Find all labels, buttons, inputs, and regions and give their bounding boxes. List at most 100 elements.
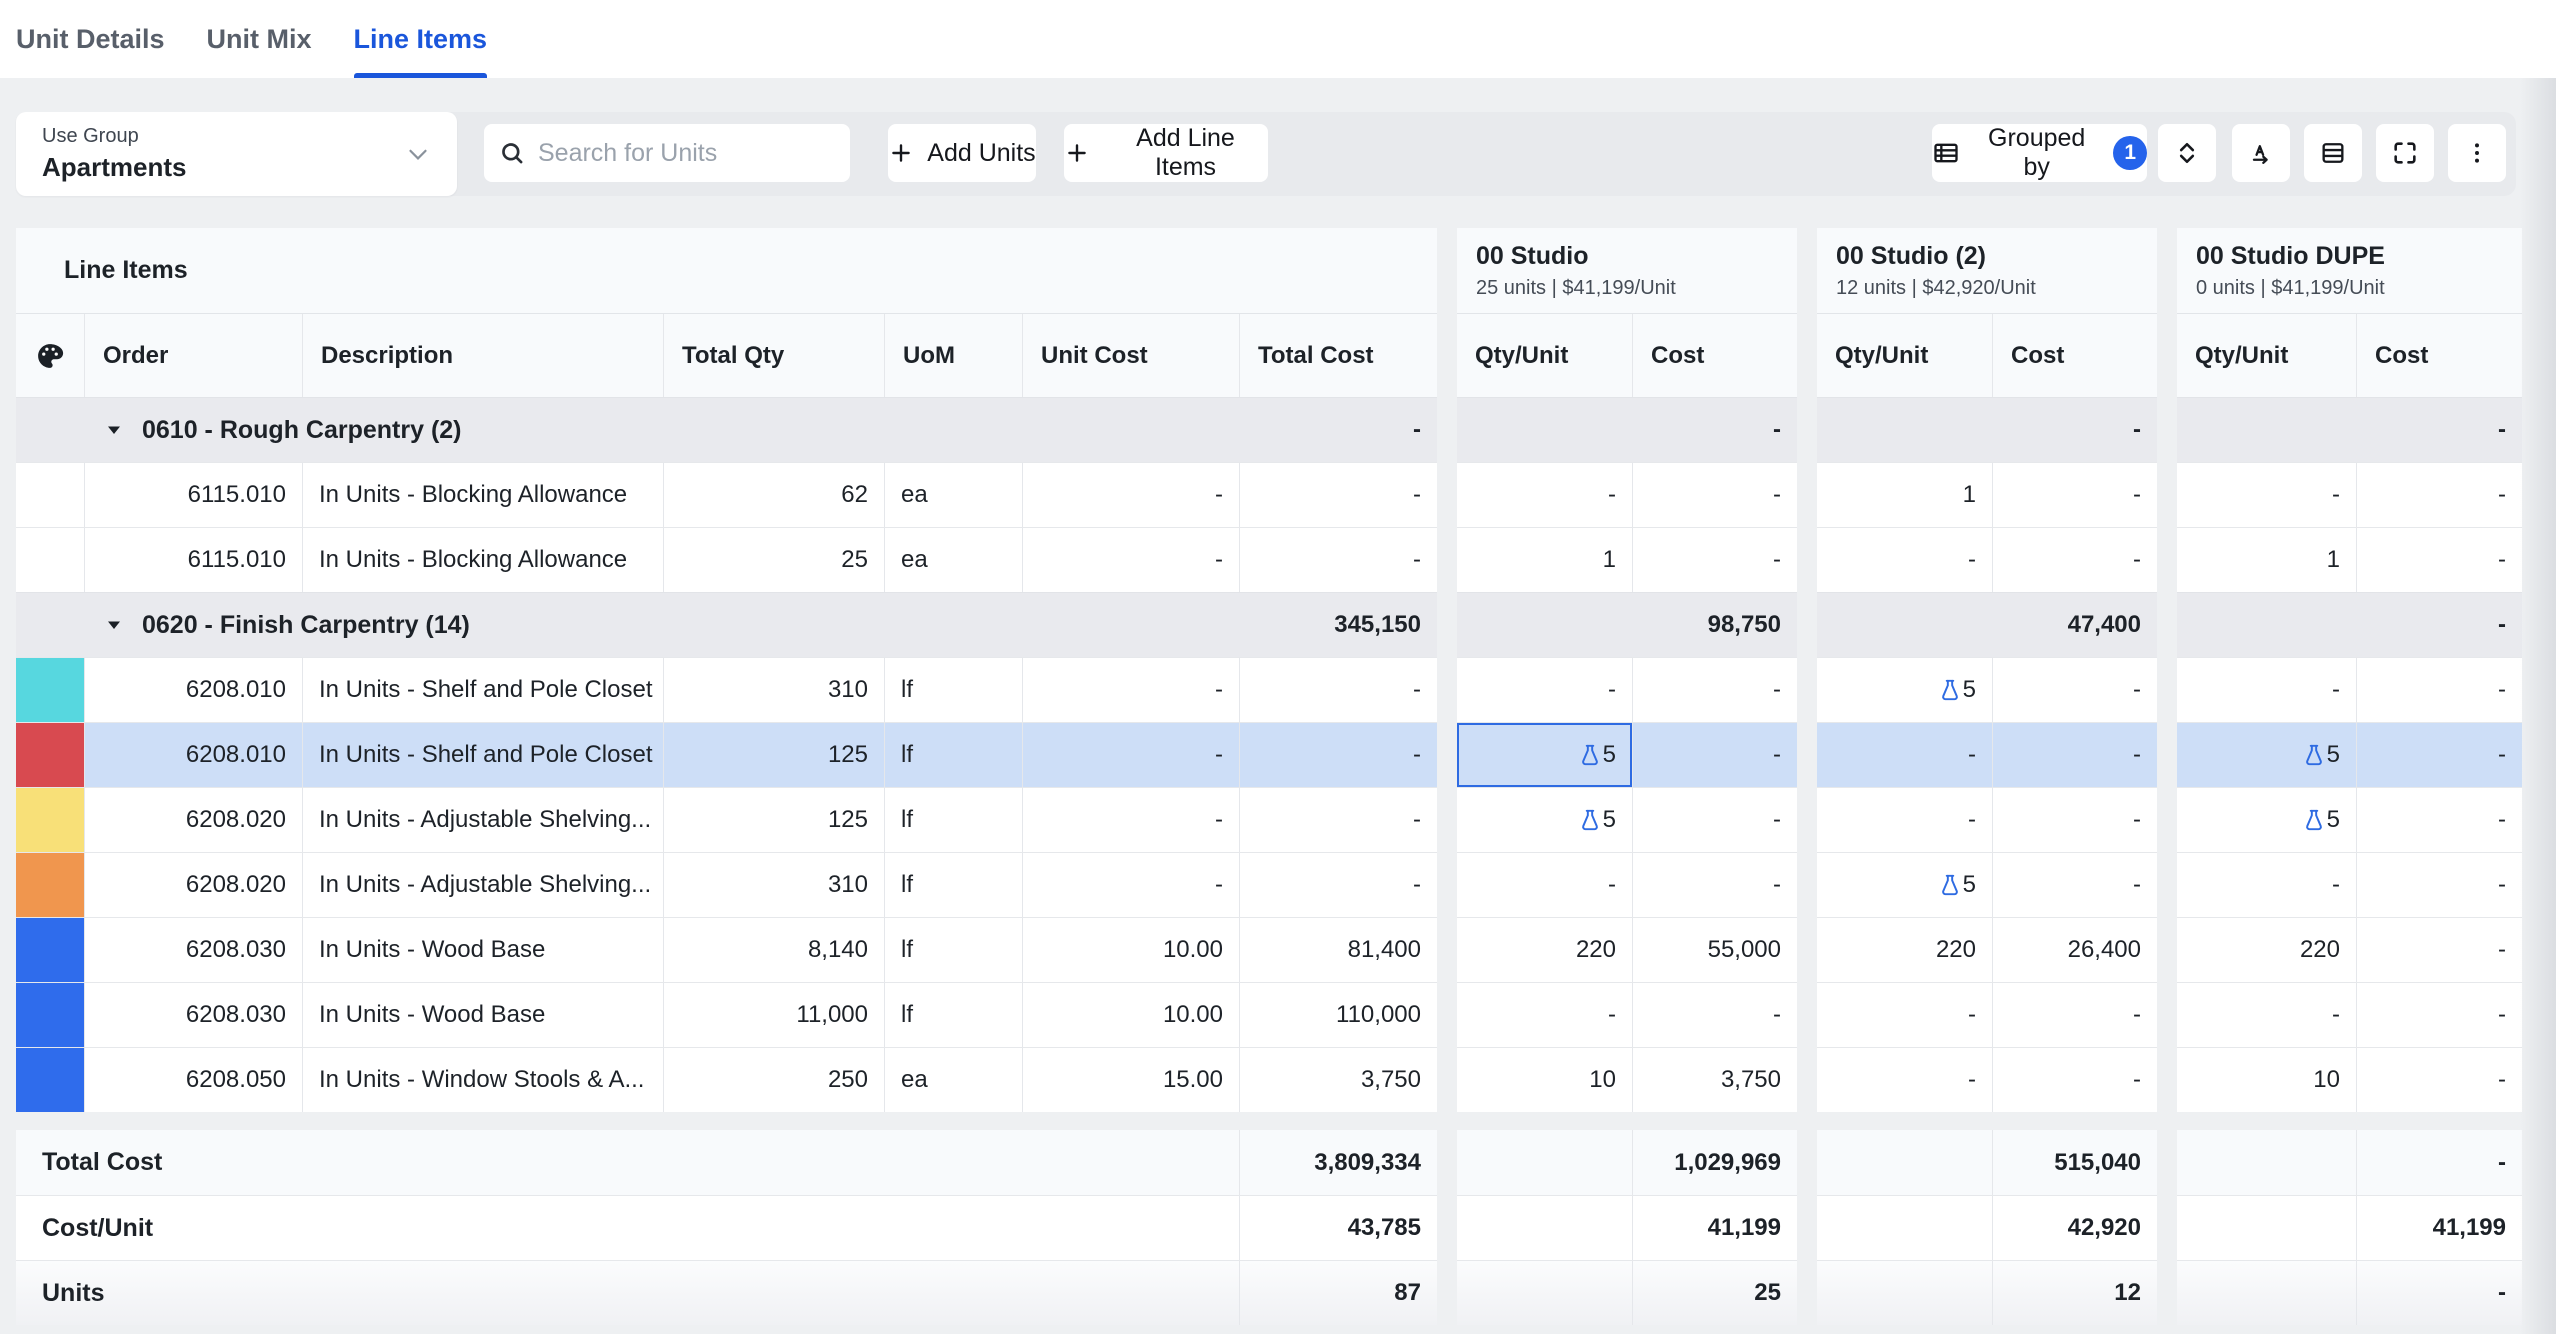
cell-cost[interactable]: - <box>2356 1048 2522 1112</box>
cell-qty-per-unit[interactable]: 220 <box>1457 918 1632 982</box>
column-header-qty-unit[interactable]: Qty/Unit <box>1817 314 1992 397</box>
cell-description[interactable]: In Units - Blocking Allowance <box>302 463 663 527</box>
cell-uom[interactable]: lf <box>884 983 1022 1047</box>
cell-total-cost[interactable]: 81,400 <box>1239 918 1437 982</box>
add-units-button[interactable]: Add Units <box>888 124 1036 182</box>
cell-order[interactable]: 6208.050 <box>84 1048 302 1112</box>
cell-unit-cost[interactable]: - <box>1022 853 1239 917</box>
cell-qty-per-unit[interactable]: - <box>2177 658 2356 722</box>
cell-qty-per-unit[interactable]: - <box>1457 658 1632 722</box>
cell-total-cost[interactable]: - <box>1239 528 1437 592</box>
cell-total-qty[interactable]: 310 <box>663 658 884 722</box>
color-swatch[interactable] <box>16 983 84 1047</box>
color-swatch[interactable] <box>16 788 84 852</box>
cell-qty-per-unit[interactable]: 1 <box>2177 528 2356 592</box>
unit-group-header-00-studio-2[interactable]: 00 Studio (2)12 units | $42,920/Unit <box>1817 228 2157 313</box>
cell-qty-per-unit[interactable]: - <box>1457 463 1632 527</box>
cell-order[interactable]: 6208.030 <box>84 983 302 1047</box>
cell-description[interactable]: In Units - Shelf and Pole Closet <box>302 658 663 722</box>
cell-cost[interactable]: - <box>1632 723 1797 787</box>
cell-total-qty[interactable]: 250 <box>663 1048 884 1112</box>
grouped-by-button[interactable]: Grouped by 1 <box>1932 124 2147 182</box>
color-swatch[interactable] <box>16 723 84 787</box>
cell-cost[interactable]: - <box>2356 853 2522 917</box>
column-header-cost[interactable]: Cost <box>1992 314 2157 397</box>
cell-uom[interactable]: lf <box>884 788 1022 852</box>
unit-group-header-00-studio-dupe[interactable]: 00 Studio DUPE0 units | $41,199/Unit <box>2177 228 2522 313</box>
cell-total-cost[interactable]: - <box>1239 853 1437 917</box>
cell-unit-cost[interactable]: - <box>1022 788 1239 852</box>
cell-cost[interactable]: - <box>1992 658 2157 722</box>
column-header-total-qty[interactable]: Total Qty <box>663 314 884 397</box>
color-swatch[interactable] <box>16 658 84 722</box>
cell-total-cost[interactable]: 110,000 <box>1239 983 1437 1047</box>
column-header-description[interactable]: Description <box>302 314 663 397</box>
cell-total-qty[interactable]: 125 <box>663 788 884 852</box>
cell-qty-per-unit[interactable]: - <box>2177 983 2356 1047</box>
cell-cost[interactable]: - <box>1992 1048 2157 1112</box>
column-header-order[interactable]: Order <box>84 314 302 397</box>
cell-total-cost[interactable]: - <box>1239 658 1437 722</box>
cell-cost[interactable]: - <box>1992 528 2157 592</box>
cell-cost[interactable]: - <box>1992 853 2157 917</box>
cell-qty-per-unit[interactable]: 5 <box>1817 853 1992 917</box>
row-density-button[interactable] <box>2304 124 2362 182</box>
search-input[interactable] <box>536 138 836 169</box>
cell-qty-per-unit[interactable]: - <box>1817 983 1992 1047</box>
column-header-unit-cost[interactable]: Unit Cost <box>1022 314 1239 397</box>
cell-qty-per-unit[interactable]: 220 <box>1817 918 1992 982</box>
cell-qty-per-unit[interactable]: - <box>2177 853 2356 917</box>
cell-cost[interactable]: - <box>2356 723 2522 787</box>
tab-line-items[interactable]: Line Items <box>354 0 488 78</box>
cell-unit-cost[interactable]: - <box>1022 463 1239 527</box>
cell-cost[interactable]: - <box>1992 788 2157 852</box>
cell-qty-per-unit[interactable]: 5 <box>2177 788 2356 852</box>
tab-unit-details[interactable]: Unit Details <box>16 0 165 78</box>
cell-cost[interactable]: - <box>1632 853 1797 917</box>
cell-description[interactable]: In Units - Window Stools & A... <box>302 1048 663 1112</box>
color-swatch[interactable] <box>16 1048 84 1112</box>
cell-cost[interactable]: - <box>2356 788 2522 852</box>
sort-button[interactable] <box>2232 124 2290 182</box>
cell-cost[interactable]: 26,400 <box>1992 918 2157 982</box>
cell-total-cost[interactable]: - <box>1239 788 1437 852</box>
cell-unit-cost[interactable]: - <box>1022 528 1239 592</box>
cell-description[interactable]: In Units - Blocking Allowance <box>302 528 663 592</box>
use-group-dropdown[interactable]: Use Group Apartments <box>16 112 457 196</box>
search-units-box[interactable] <box>484 124 850 182</box>
collapse-caret-icon[interactable] <box>104 615 124 635</box>
unit-group-header-00-studio[interactable]: 00 Studio25 units | $41,199/Unit <box>1457 228 1797 313</box>
cell-qty-per-unit[interactable]: 1 <box>1457 528 1632 592</box>
cell-qty-per-unit[interactable]: 10 <box>2177 1048 2356 1112</box>
cell-total-qty[interactable]: 8,140 <box>663 918 884 982</box>
cell-cost[interactable]: 3,750 <box>1632 1048 1797 1112</box>
cell-cost[interactable]: - <box>1992 723 2157 787</box>
color-column-header[interactable] <box>16 314 84 397</box>
cell-cost[interactable]: - <box>2356 983 2522 1047</box>
cell-qty-per-unit[interactable]: 5 <box>1457 788 1632 852</box>
color-swatch[interactable] <box>16 853 84 917</box>
color-swatch[interactable] <box>16 918 84 982</box>
cell-uom[interactable]: ea <box>884 1048 1022 1112</box>
cell-order[interactable]: 6208.030 <box>84 918 302 982</box>
fullscreen-button[interactable] <box>2376 124 2434 182</box>
cell-total-qty[interactable]: 310 <box>663 853 884 917</box>
cell-qty-per-unit[interactable]: - <box>1817 723 1992 787</box>
cell-total-qty[interactable]: 25 <box>663 528 884 592</box>
more-options-button[interactable] <box>2448 124 2506 182</box>
cell-unit-cost[interactable]: - <box>1022 658 1239 722</box>
color-swatch[interactable] <box>16 463 84 527</box>
cell-unit-cost[interactable]: 15.00 <box>1022 1048 1239 1112</box>
expand-collapse-button[interactable] <box>2158 124 2216 182</box>
color-swatch[interactable] <box>16 528 84 592</box>
cell-order[interactable]: 6208.010 <box>84 723 302 787</box>
cell-cost[interactable]: - <box>1632 658 1797 722</box>
cell-uom[interactable]: lf <box>884 658 1022 722</box>
column-header-cost[interactable]: Cost <box>1632 314 1797 397</box>
cell-uom[interactable]: lf <box>884 918 1022 982</box>
cell-uom[interactable]: lf <box>884 723 1022 787</box>
cell-unit-cost[interactable]: - <box>1022 723 1239 787</box>
cell-uom[interactable]: lf <box>884 853 1022 917</box>
cell-cost[interactable]: 55,000 <box>1632 918 1797 982</box>
cell-qty-per-unit[interactable]: 10 <box>1457 1048 1632 1112</box>
